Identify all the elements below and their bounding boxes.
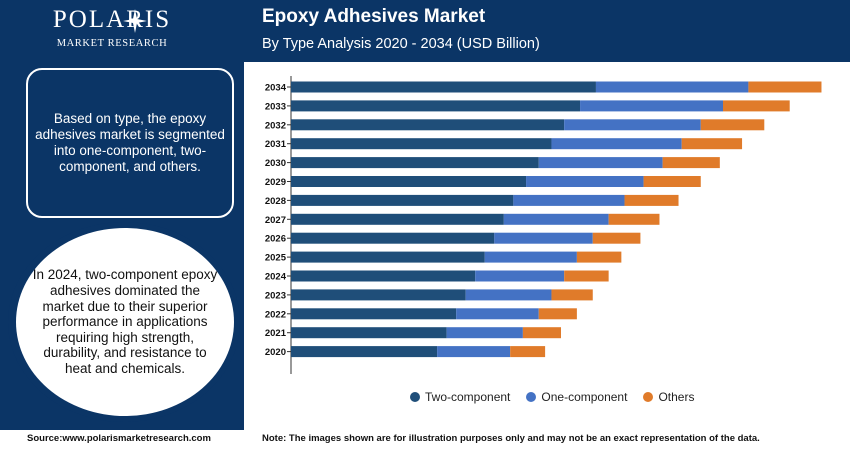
stacked-bar-chart: 2020 2021 2022 2023 2024 2025 2026 2027 2028 2029… — [265, 76, 822, 374]
bar-2028-one-component — [513, 194, 625, 206]
bar-2029-others — [643, 176, 701, 187]
y-tick-label-2031: 2031 — [265, 139, 287, 150]
bar-2024-one-component — [475, 270, 565, 282]
y-tick-label-2020: 2020 — [265, 347, 286, 358]
bar-2030-two-component — [291, 157, 539, 169]
chart-legend: Two-component One-component Others — [410, 390, 694, 404]
disclaimer-note: Note: The images shown are for illustrat… — [262, 433, 760, 444]
bar-2021-others — [522, 327, 561, 339]
header-band — [0, 0, 850, 62]
bar-2031-two-component — [291, 138, 552, 150]
legend-swatch — [526, 392, 537, 402]
bar-2026-one-component — [494, 232, 593, 244]
bar-2026-others — [592, 232, 641, 244]
legend-item-others: Others — [643, 390, 694, 404]
legend-swatch — [410, 392, 420, 402]
bar-2020-two-component — [291, 346, 438, 358]
bar-2030-one-component — [538, 157, 663, 169]
legend-label: Two-component — [425, 390, 511, 404]
bar-2032-one-component — [564, 119, 701, 131]
bar-2028-others — [624, 194, 679, 206]
bar-2027-two-component — [291, 213, 504, 225]
bar-2031-others — [681, 138, 743, 150]
y-tick-label-2025: 2025 — [265, 253, 287, 264]
bar-2025-others — [576, 251, 622, 263]
bar-2029-one-component — [526, 176, 644, 187]
bar-2031-one-component — [551, 138, 682, 150]
bar-2027-one-component — [503, 213, 609, 225]
bar-2022-one-component — [456, 308, 539, 320]
bar-2034-one-component — [595, 81, 749, 93]
y-tick-label-2032: 2032 — [265, 120, 286, 131]
source-text: Source:www.polarismarketresearch.com — [27, 433, 211, 444]
footer: Source:www.polarismarketresearch.com Not… — [0, 430, 850, 450]
bar-2025-two-component — [291, 251, 485, 263]
legend-label: Others — [658, 390, 695, 404]
bar-2032-two-component — [291, 119, 565, 131]
bar-2024-two-component — [291, 270, 476, 282]
y-tick-label-2028: 2028 — [265, 196, 286, 207]
chart-title: Epoxy Adhesives Market — [262, 6, 486, 27]
insight-text: In 2024, two-component epoxy adhesives d… — [32, 267, 218, 376]
bar-2025-one-component — [484, 251, 577, 263]
bar-2032-others — [700, 119, 765, 131]
bar-2021-one-component — [446, 327, 523, 339]
chart-subtitle: By Type Analysis 2020 - 2034 (USD Billio… — [262, 36, 540, 52]
bar-2033-one-component — [580, 100, 723, 112]
bar-2023-one-component — [465, 289, 552, 301]
y-tick-label-2029: 2029 — [265, 177, 286, 188]
legend-item-one-component: One-component — [526, 390, 627, 404]
y-tick-label-2024: 2024 — [265, 272, 287, 283]
insight-circle: In 2024, two-component epoxy adhesives d… — [16, 228, 234, 416]
bar-2034-others — [748, 81, 822, 93]
polaris-logo: POLARIS MARKET RESEARCH — [22, 6, 202, 56]
bar-2022-two-component — [291, 308, 457, 320]
bar-2023-two-component — [291, 289, 466, 301]
y-tick-label-2030: 2030 — [265, 158, 286, 169]
y-tick-label-2033: 2033 — [265, 101, 286, 112]
bar-2030-others — [662, 157, 720, 169]
y-tick-label-2027: 2027 — [265, 215, 286, 226]
bar-2027-others — [608, 213, 660, 225]
bar-2024-others — [564, 270, 609, 282]
legend-swatch — [643, 392, 654, 402]
compass-star-icon — [123, 9, 147, 33]
legend-item-two-component: Two-component — [410, 390, 510, 404]
logo-name: POLARIS — [52, 6, 172, 33]
segment-info-box: Based on type, the epoxy adhesives marke… — [26, 68, 234, 218]
y-tick-label-2034: 2034 — [265, 83, 287, 94]
bar-2029-two-component — [291, 176, 527, 187]
bar-2021-two-component — [291, 327, 447, 339]
bar-2028-two-component — [291, 194, 514, 206]
bar-2033-others — [723, 100, 790, 112]
bar-2022-others — [538, 308, 577, 320]
logo-subtitle: MARKET RESEARCH — [56, 38, 168, 49]
y-tick-label-2023: 2023 — [265, 290, 286, 301]
y-tick-label-2026: 2026 — [265, 234, 286, 245]
bar-2033-two-component — [291, 100, 581, 112]
bar-2026-two-component — [291, 232, 495, 244]
legend-label: One-component — [541, 390, 628, 404]
segment-info-text: Based on type, the epoxy adhesives marke… — [35, 111, 225, 174]
y-tick-label-2022: 2022 — [265, 309, 286, 320]
bar-2023-others — [551, 289, 593, 301]
y-tick-label-2021: 2021 — [265, 328, 287, 339]
bar-2020-one-component — [437, 346, 511, 358]
bar-2034-two-component — [291, 81, 596, 93]
bar-2020-others — [510, 346, 546, 358]
